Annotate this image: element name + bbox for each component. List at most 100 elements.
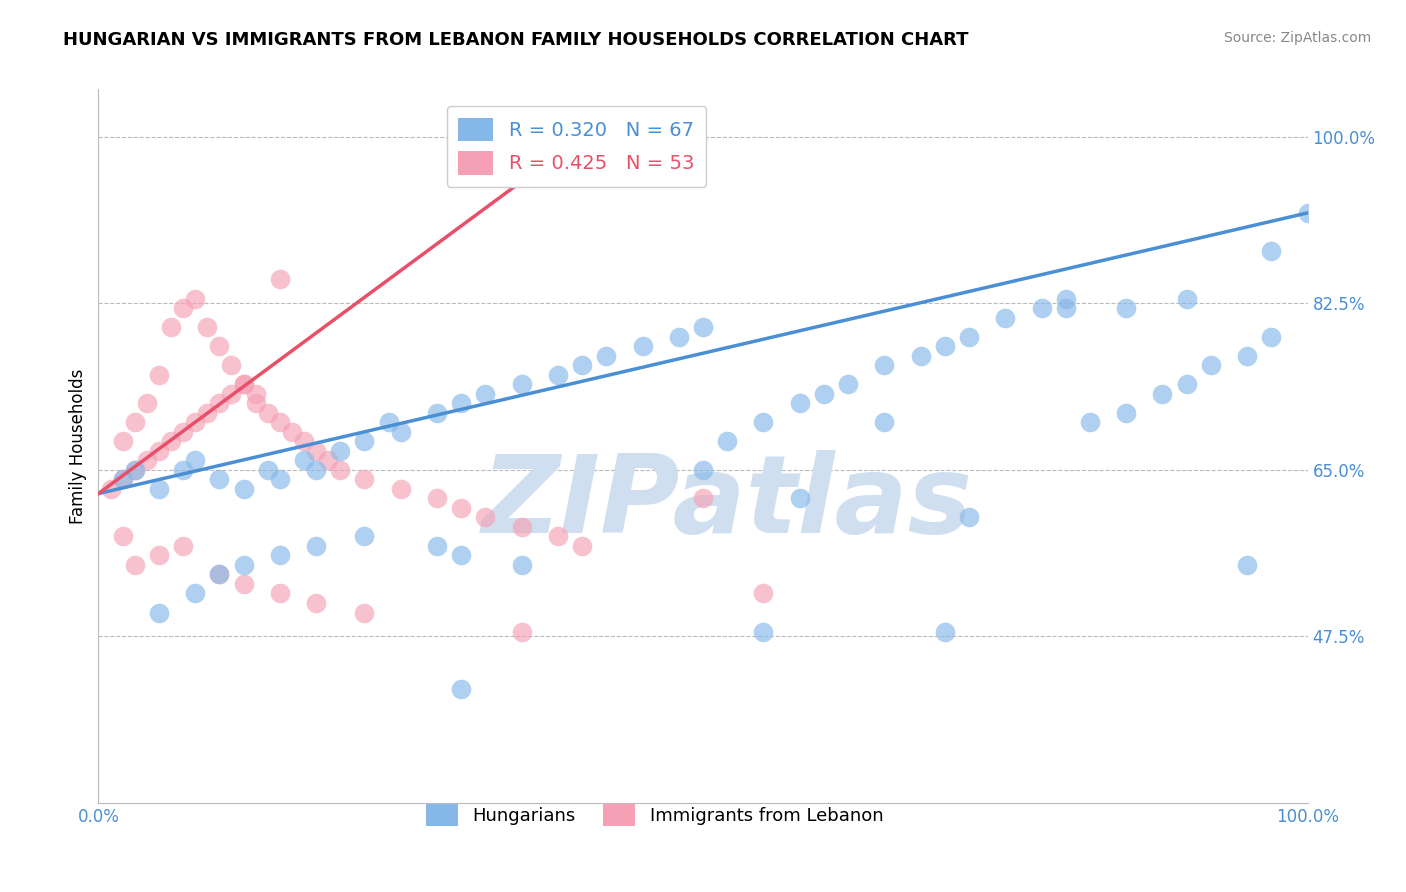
Point — [1260, 329, 1282, 343]
Point — [1175, 377, 1198, 392]
Point — [305, 539, 328, 553]
Point — [474, 386, 496, 401]
Point — [813, 386, 835, 401]
Point — [245, 396, 267, 410]
Point — [124, 463, 146, 477]
Point — [752, 624, 775, 639]
Point — [281, 425, 304, 439]
Point — [547, 529, 569, 543]
Point — [269, 586, 291, 600]
Point — [329, 463, 352, 477]
Point — [148, 443, 170, 458]
Point — [510, 624, 533, 639]
Point — [292, 434, 315, 449]
Point — [510, 520, 533, 534]
Point — [256, 463, 278, 477]
Point — [789, 396, 811, 410]
Point — [111, 472, 134, 486]
Point — [752, 415, 775, 429]
Point — [474, 510, 496, 524]
Text: Source: ZipAtlas.com: Source: ZipAtlas.com — [1223, 31, 1371, 45]
Point — [934, 624, 956, 639]
Point — [934, 339, 956, 353]
Point — [1260, 244, 1282, 258]
Point — [631, 339, 654, 353]
Point — [510, 377, 533, 392]
Point — [195, 320, 218, 334]
Point — [692, 491, 714, 506]
Point — [148, 482, 170, 496]
Point — [172, 463, 194, 477]
Point — [1115, 301, 1137, 315]
Point — [1152, 386, 1174, 401]
Point — [1236, 349, 1258, 363]
Point — [957, 510, 980, 524]
Point — [571, 358, 593, 372]
Point — [1054, 301, 1077, 315]
Point — [269, 472, 291, 486]
Point — [1115, 406, 1137, 420]
Point — [160, 320, 183, 334]
Point — [148, 549, 170, 563]
Point — [208, 567, 231, 582]
Point — [450, 549, 472, 563]
Point — [1236, 558, 1258, 572]
Legend: Hungarians, Immigrants from Lebanon: Hungarians, Immigrants from Lebanon — [419, 797, 891, 833]
Text: HUNGARIAN VS IMMIGRANTS FROM LEBANON FAMILY HOUSEHOLDS CORRELATION CHART: HUNGARIAN VS IMMIGRANTS FROM LEBANON FAM… — [63, 31, 969, 49]
Text: ZIPatlas: ZIPatlas — [482, 450, 973, 556]
Point — [426, 491, 449, 506]
Point — [571, 539, 593, 553]
Point — [172, 425, 194, 439]
Point — [1175, 292, 1198, 306]
Point — [305, 443, 328, 458]
Point — [316, 453, 339, 467]
Point — [329, 443, 352, 458]
Point — [1078, 415, 1101, 429]
Point — [232, 577, 254, 591]
Point — [353, 434, 375, 449]
Point — [1031, 301, 1053, 315]
Point — [1054, 292, 1077, 306]
Point — [957, 329, 980, 343]
Point — [111, 434, 134, 449]
Point — [389, 425, 412, 439]
Point — [148, 606, 170, 620]
Point — [208, 472, 231, 486]
Point — [547, 368, 569, 382]
Point — [195, 406, 218, 420]
Point — [752, 586, 775, 600]
Point — [873, 358, 896, 372]
Point — [111, 529, 134, 543]
Point — [160, 434, 183, 449]
Point — [377, 415, 399, 429]
Point — [232, 377, 254, 392]
Y-axis label: Family Households: Family Households — [69, 368, 87, 524]
Point — [305, 596, 328, 610]
Point — [837, 377, 859, 392]
Point — [269, 549, 291, 563]
Point — [232, 377, 254, 392]
Point — [100, 482, 122, 496]
Point — [208, 339, 231, 353]
Point — [184, 586, 207, 600]
Point — [1296, 206, 1319, 220]
Point — [256, 406, 278, 420]
Point — [135, 396, 157, 410]
Point — [1199, 358, 1222, 372]
Point — [450, 396, 472, 410]
Point — [124, 558, 146, 572]
Point — [353, 529, 375, 543]
Point — [353, 606, 375, 620]
Point — [353, 472, 375, 486]
Point — [426, 539, 449, 553]
Point — [208, 396, 231, 410]
Point — [172, 539, 194, 553]
Point — [450, 681, 472, 696]
Point — [692, 463, 714, 477]
Point — [668, 329, 690, 343]
Point — [910, 349, 932, 363]
Point — [184, 453, 207, 467]
Point — [389, 482, 412, 496]
Point — [221, 386, 243, 401]
Point — [789, 491, 811, 506]
